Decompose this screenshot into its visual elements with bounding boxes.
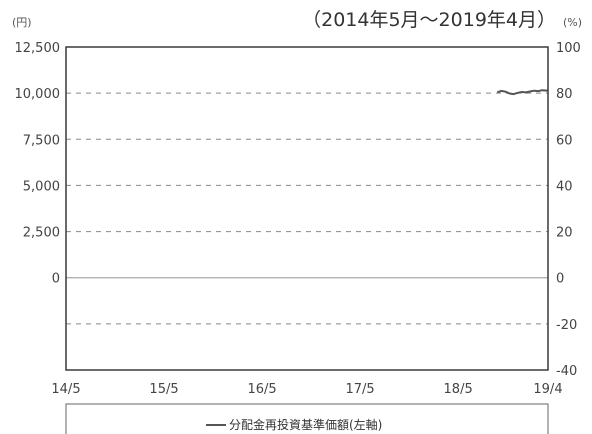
x-tick-label: 17/5 — [346, 382, 375, 397]
series-line — [496, 89, 549, 96]
right-tick-label: 60 — [556, 133, 573, 148]
right-tick-label: 80 — [556, 87, 573, 102]
legend-box — [65, 403, 549, 434]
legend-label: 分配金再投資基準価額(左軸) — [229, 417, 382, 432]
plot-frame — [65, 46, 549, 371]
x-tick-label: 14/5 — [51, 382, 80, 397]
right-tick-label: 0 — [556, 272, 564, 287]
x-tick-label: 16/5 — [247, 382, 276, 397]
legend: 分配金再投資基準価額(左軸) — [65, 403, 549, 434]
left-tick-label: 7,500 — [23, 133, 60, 148]
right-tick-label: 40 — [556, 179, 573, 194]
gridlines — [66, 92, 548, 325]
x-tick-label: 18/5 — [444, 382, 473, 397]
x-tick-label: 19/4 — [533, 382, 562, 397]
right-tick-label: 20 — [556, 226, 573, 241]
right-axis-ticks: 100 80 60 40 20 0 -20 -40 — [556, 41, 581, 379]
right-tick-label: 100 — [556, 41, 581, 56]
period-label: （2014年5月～2019年4月） — [302, 9, 556, 31]
left-tick-label: 0 — [52, 272, 60, 287]
left-axis-ticks: 12,500 10,000 7,500 5,000 2,500 0 — [15, 41, 61, 287]
left-tick-label: 10,000 — [15, 87, 61, 102]
x-tick-label: 15/5 — [149, 382, 178, 397]
right-axis-unit: (%) — [563, 16, 582, 29]
left-tick-label: 2,500 — [23, 226, 60, 241]
right-tick-label: -40 — [556, 364, 577, 379]
x-axis-ticks: 14/5 15/5 16/5 17/5 18/5 19/4 — [51, 382, 562, 397]
left-tick-label: 12,500 — [15, 41, 61, 56]
left-axis-unit: (円) — [12, 16, 32, 29]
right-tick-label: -20 — [556, 318, 577, 333]
series-layer — [496, 89, 549, 96]
left-tick-label: 5,000 — [23, 179, 60, 194]
